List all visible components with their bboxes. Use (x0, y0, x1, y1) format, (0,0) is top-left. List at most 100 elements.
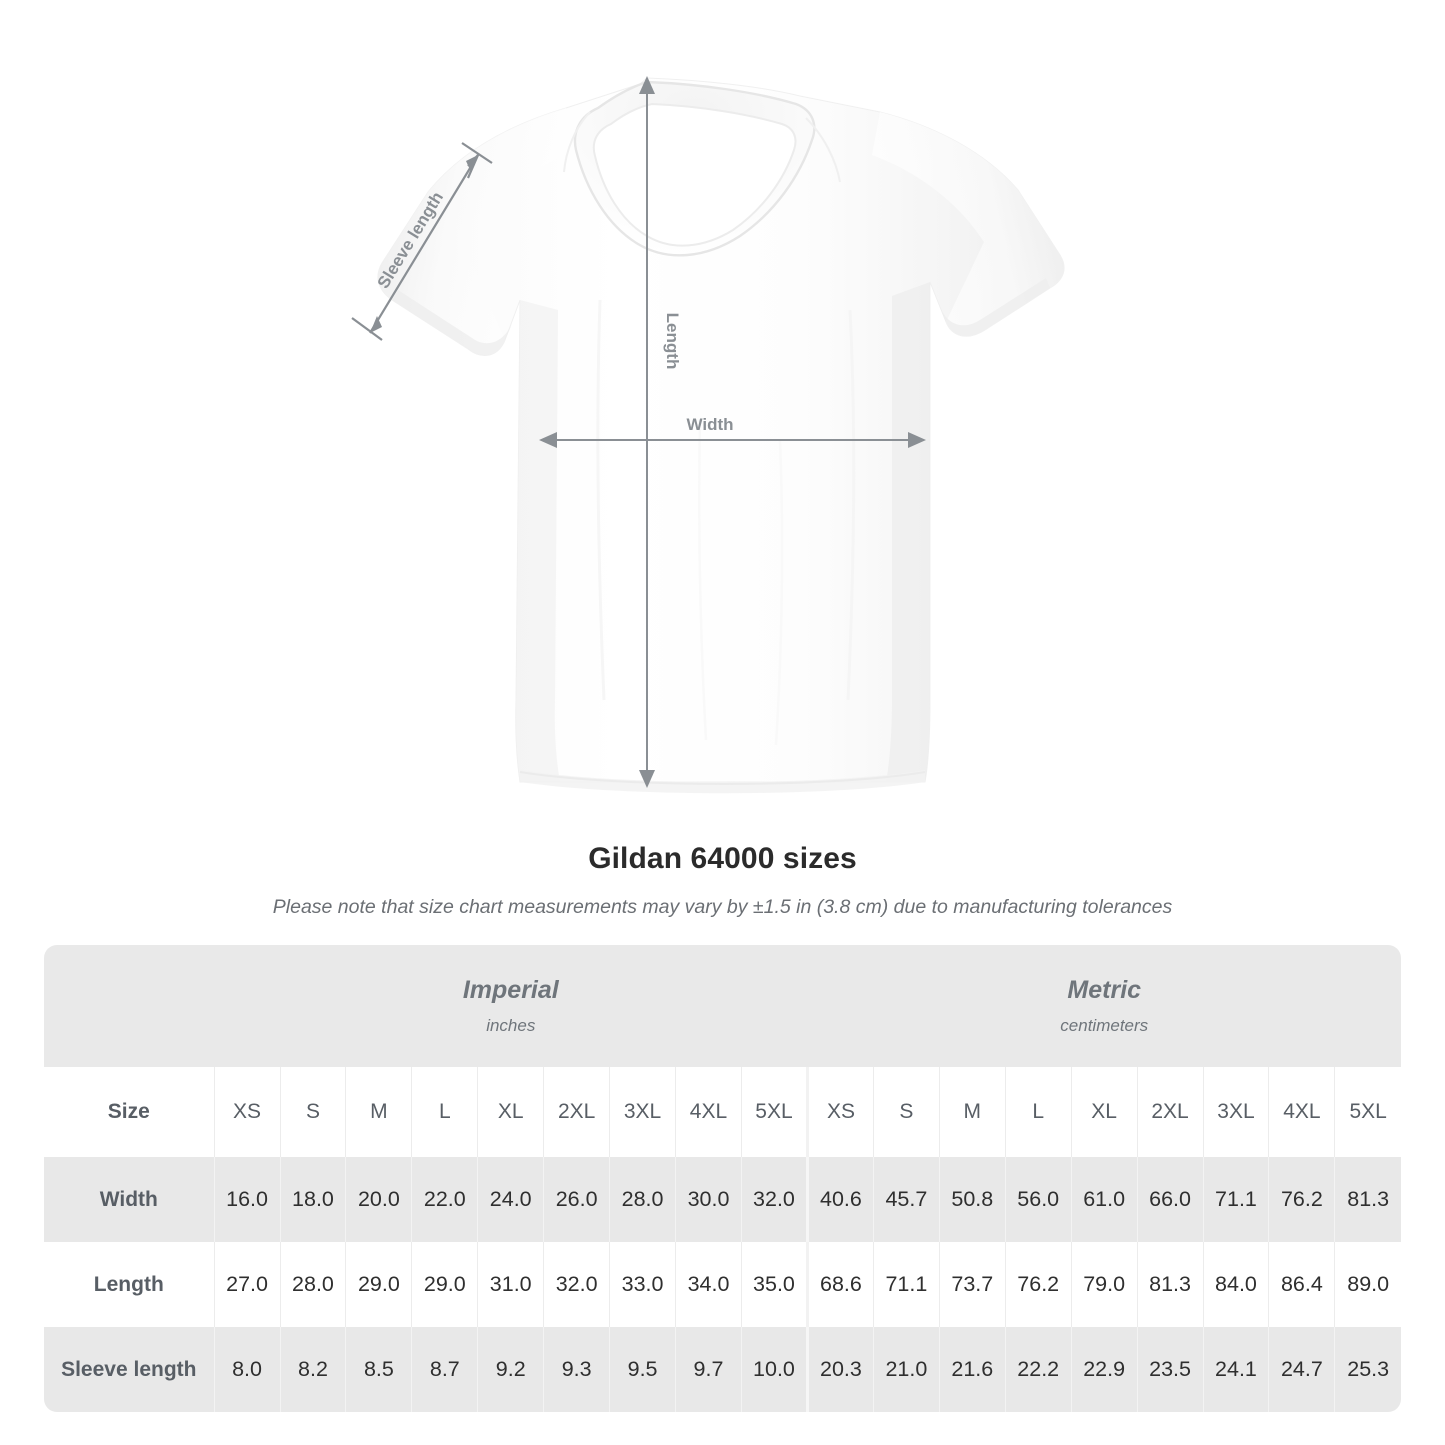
cell-sleeve-imperial-3xl: 9.5 (609, 1327, 676, 1412)
table-row: Length 27.0 28.0 29.0 29.0 31.0 32.0 33.… (44, 1242, 1401, 1327)
unit-name-metric: Metric (1067, 976, 1142, 1005)
unit-spacer-cell (44, 945, 215, 1067)
cell-length-imperial-s: 28.0 (279, 1242, 346, 1327)
cell-length-imperial-3xl: 33.0 (609, 1242, 676, 1327)
unit-cell-imperial: Imperial inches (214, 945, 808, 1067)
cell-sleeve-imperial-xs: 8.0 (213, 1327, 280, 1412)
cell-length-imperial-4xl: 34.0 (675, 1242, 742, 1327)
size-header-imperial-s: S (279, 1067, 346, 1157)
table-row: Width 16.0 18.0 20.0 22.0 24.0 26.0 28.0… (44, 1157, 1401, 1242)
row-label-sleeve-length: Sleeve length (44, 1327, 215, 1412)
size-table: Imperial inches Metric centimeters Size … (44, 945, 1401, 1412)
cell-length-metric-xs: 68.6 (805, 1242, 874, 1327)
cell-length-metric-3xl: 84.0 (1202, 1242, 1269, 1327)
cell-length-imperial-xs: 27.0 (213, 1242, 280, 1327)
cell-sleeve-imperial-m: 8.5 (345, 1327, 412, 1412)
cell-sleeve-imperial-2xl: 9.3 (543, 1327, 610, 1412)
unit-header-row: Imperial inches Metric centimeters (44, 945, 1401, 1067)
cell-sleeve-metric-3xl: 24.1 (1202, 1327, 1269, 1412)
size-header-imperial-xl: XL (477, 1067, 544, 1157)
row-label-width: Width (44, 1157, 215, 1242)
size-header-metric-l: L (1004, 1067, 1072, 1157)
size-header-imperial-l: L (411, 1067, 478, 1157)
cell-width-metric-s: 45.7 (872, 1157, 940, 1242)
cell-width-imperial-xl: 24.0 (477, 1157, 544, 1242)
cell-width-imperial-s: 18.0 (279, 1157, 346, 1242)
size-header-row: Size XS S M L XL 2XL 3XL 4XL 5XL XS S M … (44, 1067, 1401, 1157)
table-row: Sleeve length 8.0 8.2 8.5 8.7 9.2 9.3 9.… (44, 1327, 1401, 1412)
shirt-shape (377, 77, 1065, 794)
size-header-metric-4xl: 4XL (1268, 1067, 1335, 1157)
cell-sleeve-imperial-s: 8.2 (279, 1327, 346, 1412)
cell-length-imperial-xl: 31.0 (477, 1242, 544, 1327)
size-header-metric-2xl: 2XL (1136, 1067, 1204, 1157)
cell-length-imperial-l: 29.0 (411, 1242, 478, 1327)
cell-sleeve-imperial-5xl: 10.0 (740, 1327, 808, 1412)
cell-length-imperial-m: 29.0 (345, 1242, 412, 1327)
cell-sleeve-metric-5xl: 25.3 (1334, 1327, 1401, 1412)
cell-length-imperial-2xl: 32.0 (543, 1242, 610, 1327)
cell-length-metric-2xl: 81.3 (1136, 1242, 1204, 1327)
size-header-label: Size (44, 1067, 215, 1157)
size-header-imperial-4xl: 4XL (675, 1067, 742, 1157)
cell-width-imperial-l: 22.0 (411, 1157, 478, 1242)
size-header-metric-3xl: 3XL (1202, 1067, 1269, 1157)
cell-sleeve-metric-l: 22.2 (1004, 1327, 1072, 1412)
size-header-metric-m: M (938, 1067, 1006, 1157)
length-label: Length (663, 313, 682, 370)
size-header-imperial-3xl: 3XL (609, 1067, 676, 1157)
unit-sub-metric: centimeters (1060, 1016, 1149, 1036)
cell-sleeve-metric-xl: 22.9 (1070, 1327, 1138, 1412)
cell-length-metric-xl: 79.0 (1070, 1242, 1138, 1327)
cell-width-imperial-m: 20.0 (345, 1157, 412, 1242)
size-header-imperial-xs: XS (213, 1067, 280, 1157)
tshirt-illustration: Sleeve length Length Width (351, 76, 1065, 794)
cell-width-imperial-2xl: 26.0 (543, 1157, 610, 1242)
cell-width-metric-4xl: 76.2 (1268, 1157, 1335, 1242)
cell-length-metric-4xl: 86.4 (1268, 1242, 1335, 1327)
cell-width-metric-3xl: 71.1 (1202, 1157, 1269, 1242)
cell-length-metric-5xl: 89.0 (1334, 1242, 1401, 1327)
cell-width-imperial-xs: 16.0 (213, 1157, 280, 1242)
cell-length-imperial-5xl: 35.0 (740, 1242, 808, 1327)
size-header-metric-xl: XL (1070, 1067, 1138, 1157)
cell-length-metric-m: 73.7 (938, 1242, 1006, 1327)
cell-sleeve-metric-2xl: 23.5 (1136, 1327, 1204, 1412)
heading-block: Gildan 64000 sizes Please note that size… (0, 840, 1445, 920)
width-annotation: Width (539, 415, 926, 448)
size-header-metric-s: S (872, 1067, 940, 1157)
cell-width-metric-m: 50.8 (938, 1157, 1006, 1242)
cell-width-imperial-3xl: 28.0 (609, 1157, 676, 1242)
unit-name-imperial: Imperial (462, 976, 559, 1005)
cell-width-metric-l: 56.0 (1004, 1157, 1072, 1242)
size-header-metric-xs: XS (805, 1067, 874, 1157)
cell-width-imperial-5xl: 32.0 (740, 1157, 808, 1242)
cell-sleeve-imperial-l: 8.7 (411, 1327, 478, 1412)
row-label-length: Length (44, 1242, 215, 1327)
size-header-imperial-5xl: 5XL (740, 1067, 808, 1157)
page-subtitle: Please note that size chart measurements… (272, 895, 1173, 918)
cell-sleeve-metric-4xl: 24.7 (1268, 1327, 1335, 1412)
length-annotation: Length (639, 76, 682, 788)
cell-sleeve-metric-m: 21.6 (938, 1327, 1006, 1412)
size-header-imperial-m: M (345, 1067, 412, 1157)
size-header-imperial-2xl: 2XL (543, 1067, 610, 1157)
cell-width-metric-xs: 40.6 (805, 1157, 874, 1242)
cell-sleeve-metric-xs: 20.3 (805, 1327, 874, 1412)
unit-sub-imperial: inches (486, 1016, 536, 1036)
cell-width-metric-2xl: 66.0 (1136, 1157, 1204, 1242)
cell-sleeve-imperial-4xl: 9.7 (675, 1327, 742, 1412)
width-label: Width (686, 415, 733, 434)
size-table-wrap: Imperial inches Metric centimeters Size … (44, 945, 1401, 1412)
cell-sleeve-imperial-xl: 9.2 (477, 1327, 544, 1412)
tshirt-diagram: Sleeve length Length Width (351, 76, 1065, 794)
cell-width-imperial-4xl: 30.0 (675, 1157, 742, 1242)
cell-sleeve-metric-s: 21.0 (872, 1327, 940, 1412)
size-header-metric-5xl: 5XL (1334, 1067, 1401, 1157)
cell-length-metric-l: 76.2 (1004, 1242, 1072, 1327)
unit-cell-metric: Metric centimeters (807, 945, 1401, 1067)
cell-length-metric-s: 71.1 (872, 1242, 940, 1327)
cell-width-metric-xl: 61.0 (1070, 1157, 1138, 1242)
cell-width-metric-5xl: 81.3 (1334, 1157, 1401, 1242)
